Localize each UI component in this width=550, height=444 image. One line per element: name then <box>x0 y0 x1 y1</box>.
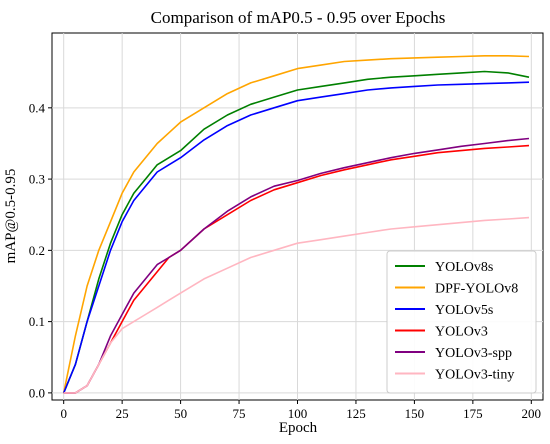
x-tick-label: 125 <box>346 406 366 421</box>
y-axis-label: mAP@0.5-0.95 <box>3 169 19 264</box>
y-tick-label: 0.1 <box>29 314 45 329</box>
x-tick-label: 100 <box>288 406 308 421</box>
series-lines <box>62 54 530 394</box>
axis-ticks: 0 25 50 75 100 125 150 175 200 0.0 0.1 0.2 0.3 0.4 <box>29 100 541 421</box>
y-tick-label: 0.2 <box>29 243 45 258</box>
x-tick-label: 150 <box>405 406 425 421</box>
series-line-yolov3-spp <box>63 137 530 394</box>
y-tick-label: 0.4 <box>29 100 46 115</box>
series-line-yolov5s <box>62 81 530 394</box>
series-line-yolov3-tiny <box>63 216 530 394</box>
x-tick-label: 175 <box>463 406 483 421</box>
y-tick-label: 0.3 <box>29 172 45 187</box>
legend-label-yolov8s: YOLOv8s <box>435 260 493 275</box>
y-tick-label: 0.0 <box>29 385 45 400</box>
chart-title: Comparison of mAP0.5 - 0.95 over Epochs <box>151 8 446 27</box>
legend-label-yolov3-spp: YOLOv3-spp <box>435 346 512 361</box>
legend: YOLOv8s DPF-YOLOv8 YOLOv5s YOLOv3 YOLOv3-spp… <box>386 250 537 394</box>
x-tick-label: 25 <box>116 406 129 421</box>
x-axis-label: Epoch <box>279 420 318 436</box>
x-tick-label: 0 <box>60 406 67 421</box>
series-line-yolov8s <box>62 70 530 394</box>
legend-label-yolov5s: YOLOv5s <box>435 303 493 318</box>
x-tick-label: 200 <box>522 406 542 421</box>
legend-label-dpf-yolov8: DPF-YOLOv8 <box>435 282 518 297</box>
legend-label-yolov3: YOLOv3 <box>435 325 488 340</box>
x-tick-label: 75 <box>233 406 246 421</box>
x-tick-label: 50 <box>174 406 187 421</box>
legend-label-yolov3-tiny: YOLOv3-tiny <box>435 368 514 383</box>
series-line-dpf-yolov8 <box>62 54 530 394</box>
